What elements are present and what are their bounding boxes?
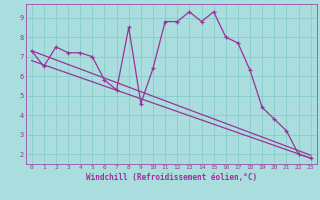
X-axis label: Windchill (Refroidissement éolien,°C): Windchill (Refroidissement éolien,°C)	[86, 173, 257, 182]
